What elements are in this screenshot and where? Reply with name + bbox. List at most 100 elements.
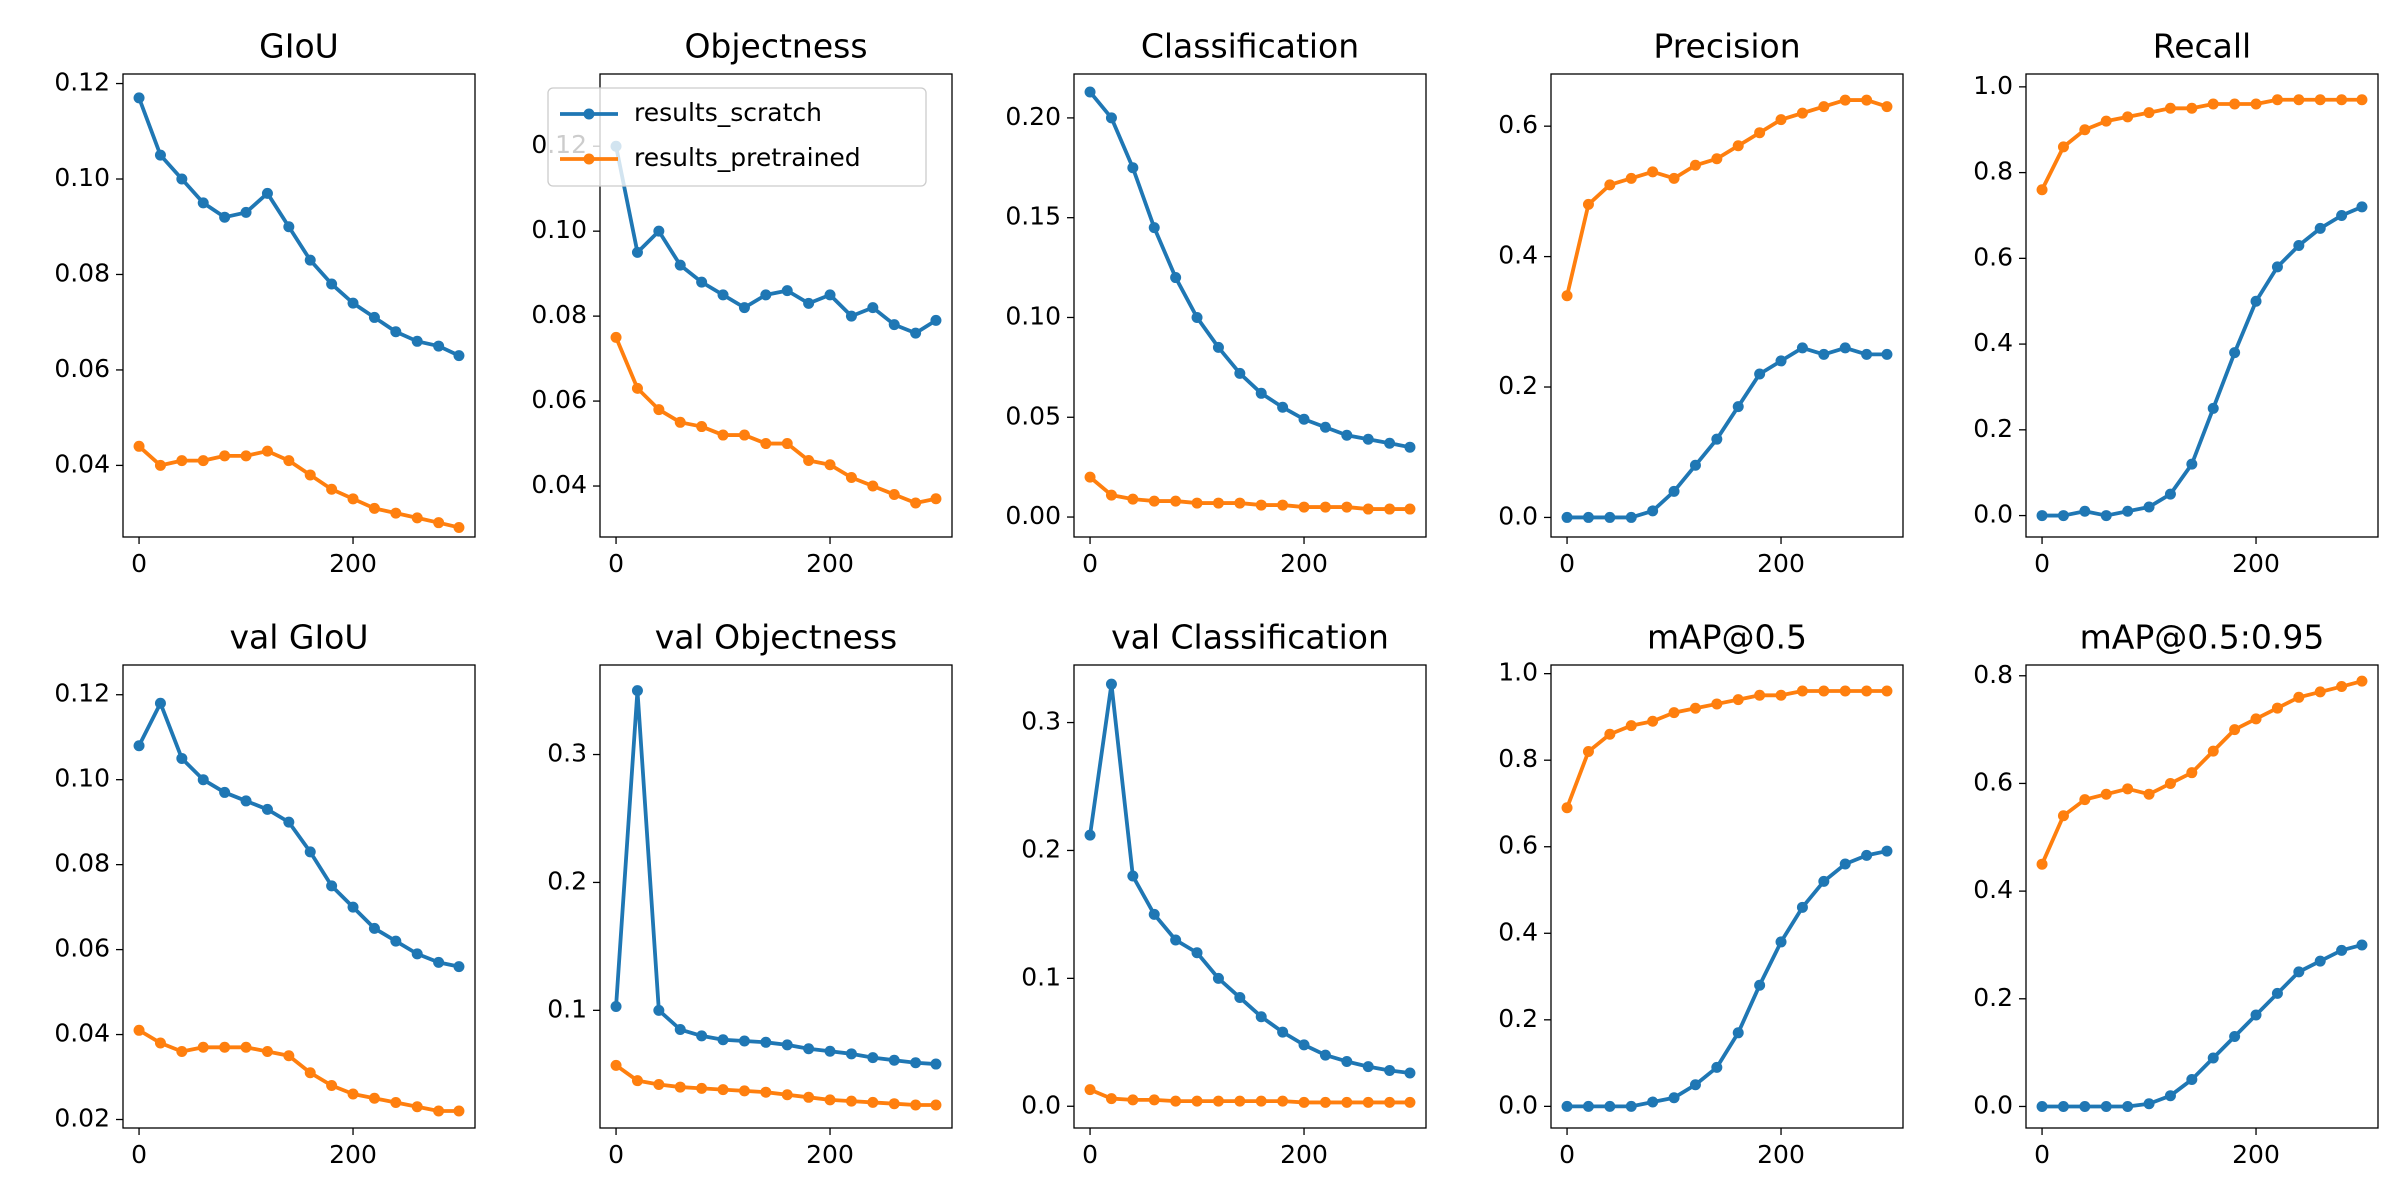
point	[1796, 107, 1808, 119]
point	[347, 1088, 359, 1100]
x-tick-label: 200	[1757, 1140, 1805, 1169]
point	[1084, 471, 1096, 483]
plot-frame	[2025, 664, 2379, 1129]
point	[304, 469, 316, 481]
point	[824, 289, 836, 301]
point	[219, 1041, 231, 1053]
chart-title: mAP@0.5:0.95	[2080, 618, 2325, 657]
point	[219, 786, 231, 798]
point	[2229, 347, 2241, 359]
series-line	[614, 145, 937, 336]
point	[433, 956, 445, 968]
point	[1191, 497, 1203, 509]
y-tick-label: 0.4	[1498, 917, 1538, 946]
legend-marker	[583, 108, 595, 120]
point	[1170, 934, 1182, 946]
point	[197, 774, 209, 786]
point	[2100, 115, 2112, 127]
y-tick-label: 0.4	[1973, 328, 2013, 357]
series	[1561, 342, 1893, 523]
point	[304, 846, 316, 858]
series	[2036, 675, 2368, 870]
point	[867, 1096, 879, 1108]
y-tick-label: 0.6	[1973, 767, 2013, 796]
y-tick-label: 0.0	[1973, 500, 2013, 529]
point	[2186, 102, 2198, 114]
point	[1604, 179, 1616, 191]
point	[867, 480, 879, 492]
point	[717, 1034, 729, 1046]
point	[1148, 222, 1160, 234]
point	[1861, 94, 1873, 106]
series-line	[2042, 943, 2363, 1109]
point	[1775, 355, 1787, 367]
series	[1561, 94, 1893, 302]
y-tick-label: 0.00	[1005, 501, 1061, 530]
point	[1668, 172, 1680, 184]
y-tick-label: 0.0	[1498, 1090, 1538, 1119]
point	[2186, 1074, 2198, 1086]
series	[2036, 939, 2368, 1112]
point	[631, 685, 643, 697]
point	[133, 440, 145, 452]
point	[1084, 86, 1096, 98]
point	[1625, 720, 1637, 732]
point	[176, 455, 188, 467]
point	[1881, 845, 1893, 857]
chart-title: val GIoU	[229, 618, 368, 657]
point	[1647, 1096, 1659, 1108]
point	[2143, 1098, 2155, 1110]
point	[1319, 1049, 1331, 1061]
point	[368, 311, 380, 323]
point	[1839, 685, 1851, 697]
y-tick-label: 0.10	[1005, 301, 1061, 330]
point	[1881, 348, 1893, 360]
point	[803, 1043, 815, 1055]
point	[240, 795, 252, 807]
point	[2186, 458, 2198, 470]
point	[1234, 497, 1246, 509]
point	[1689, 459, 1701, 471]
point	[2250, 1009, 2262, 1021]
point	[845, 472, 857, 484]
point	[653, 404, 665, 416]
point	[1319, 501, 1331, 513]
point	[326, 1080, 338, 1092]
point	[2336, 681, 2348, 693]
point	[2100, 510, 2112, 522]
point	[1668, 485, 1680, 497]
chart-title: Recall	[2153, 27, 2251, 66]
point	[2143, 501, 2155, 513]
point	[2057, 141, 2069, 153]
point	[1754, 689, 1766, 701]
point	[1255, 499, 1267, 511]
point	[1277, 1095, 1289, 1107]
point	[696, 276, 708, 288]
y-tick-label: 0.0	[1498, 501, 1538, 530]
point	[304, 254, 316, 266]
series-line	[614, 336, 937, 505]
point	[610, 1059, 622, 1071]
point	[1084, 829, 1096, 841]
point	[867, 302, 879, 314]
x-tick-label: 200	[1757, 549, 1805, 578]
y-tick-label: 0.2	[547, 866, 587, 895]
chart-title: val Classification	[1111, 618, 1389, 657]
y-tick-label: 0.0	[1021, 1090, 1061, 1119]
point	[368, 1092, 380, 1104]
point	[888, 489, 900, 501]
point	[1647, 166, 1659, 178]
point	[2036, 184, 2048, 196]
point	[1255, 1011, 1267, 1023]
point	[910, 1099, 922, 1111]
point	[610, 1000, 622, 1012]
y-tick-label: 0.2	[1498, 1004, 1538, 1033]
point	[1818, 685, 1830, 697]
point	[347, 493, 359, 505]
point	[453, 961, 465, 973]
point	[888, 1054, 900, 1066]
legend-box	[547, 87, 927, 187]
point	[717, 1084, 729, 1096]
point	[1255, 387, 1267, 399]
series-line	[1565, 689, 1887, 809]
